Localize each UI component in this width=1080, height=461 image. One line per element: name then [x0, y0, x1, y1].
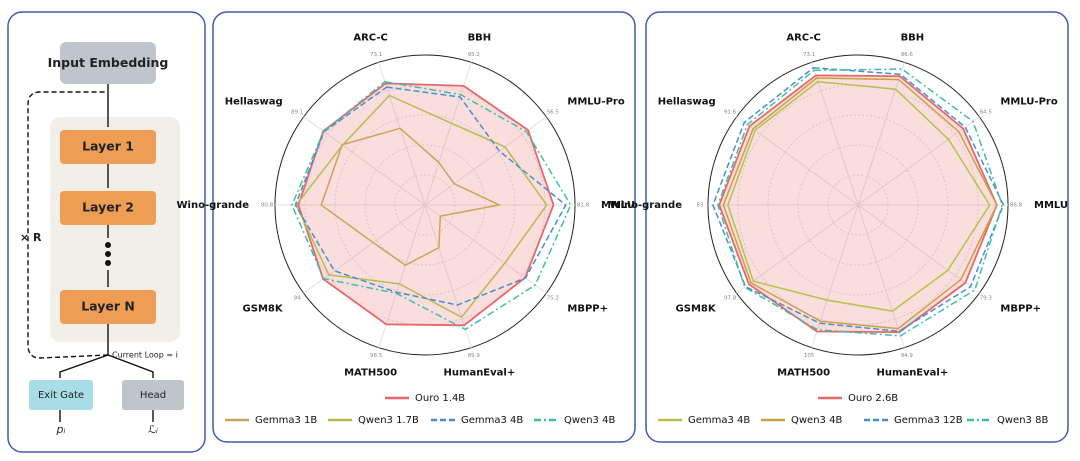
- exit-gate-label: Exit Gate: [38, 390, 84, 401]
- exit-output: pᵢ: [56, 423, 66, 436]
- spoke: [811, 62, 859, 206]
- axis-label: MBPP+: [1000, 303, 1041, 314]
- head-label: Head: [140, 390, 166, 401]
- panel: [212, 11, 636, 443]
- layer-label: Layer 1: [82, 139, 134, 154]
- axis-max-label: 81.8: [577, 203, 590, 209]
- axis-max-label: 105: [804, 353, 815, 359]
- head-output: ℒᵢ: [148, 423, 158, 436]
- legend-label: Gemma3 1B: [255, 415, 317, 426]
- dot: [105, 242, 111, 248]
- spoke: [857, 204, 980, 294]
- axis-max-label: 56.5: [547, 110, 560, 116]
- series-line: [294, 86, 567, 306]
- axis-max-label: 75.2: [547, 295, 559, 301]
- axis-max-label: 97.8: [724, 295, 737, 301]
- legend-label: Gemma3 4B: [461, 415, 523, 426]
- axis-max-label: 98.5: [370, 353, 383, 359]
- axis-label: ARC-C: [353, 33, 388, 44]
- axis-label: MATH500: [344, 367, 397, 378]
- axis-label: Hellaswag: [225, 97, 283, 108]
- dot: [105, 251, 111, 257]
- spoke: [378, 62, 426, 206]
- arrows: [27, 84, 154, 422]
- series-line: [727, 80, 991, 312]
- head-box: [122, 380, 184, 410]
- axis-label: MMLU-Pro: [1000, 97, 1057, 108]
- axis-label: GSM8K: [243, 303, 284, 314]
- axis-label: Wino-grande: [177, 200, 250, 211]
- loop-block: [50, 117, 180, 342]
- axis-label: ARC-C: [786, 33, 821, 44]
- input-label: Input Embedding: [48, 55, 169, 70]
- spoke: [736, 116, 859, 206]
- axis-max-label: 86.8: [1010, 203, 1023, 209]
- series-line: [297, 82, 555, 327]
- axis-max-label: 94.9: [901, 353, 914, 359]
- spoke: [424, 204, 547, 294]
- layer-box: [60, 191, 156, 225]
- dot: [105, 260, 111, 266]
- axis-label: MBPP+: [567, 303, 608, 314]
- axis-label: HumanEval+: [877, 367, 949, 378]
- layer-label: Layer 2: [82, 200, 134, 215]
- legend-label: Ouro 1.4B: [415, 393, 465, 404]
- exit-gate-box: [29, 380, 93, 410]
- legend-label: Qwen3 8B: [997, 415, 1048, 426]
- legend-label: Qwen3 4B: [564, 415, 615, 426]
- axis-label: BBH: [901, 33, 925, 44]
- panel: [645, 11, 1069, 443]
- axis-max-label: 73.1: [803, 52, 815, 58]
- axis-max-label: 96.6: [901, 52, 914, 58]
- axis-label: BBH: [468, 33, 492, 44]
- axis-label: MMLU: [601, 200, 635, 211]
- diagram: Input Embedding Layer 1 Layer 2 Layer N …: [7, 11, 206, 453]
- axis-max-label: 80.8: [261, 203, 274, 209]
- spoke: [857, 62, 905, 206]
- axis-label: GSM8K: [676, 303, 717, 314]
- series-line: [320, 127, 502, 267]
- series-line: [718, 74, 998, 334]
- legend-label: Qwen3 4B: [791, 415, 842, 426]
- axis-label: HumanEval+: [444, 367, 516, 378]
- axis-label: MMLU: [1034, 200, 1068, 211]
- panel: [7, 11, 206, 453]
- series-line: [722, 77, 998, 330]
- layer-label: Layer N: [81, 299, 135, 314]
- series-line: [295, 94, 548, 319]
- axis-max-label: 95.2: [468, 52, 480, 58]
- series-line: [291, 80, 572, 331]
- spoke: [857, 204, 905, 348]
- axis-max-label: 83: [697, 203, 704, 209]
- legend-label: Ouro 2.6B: [848, 393, 898, 404]
- input-box: [60, 42, 156, 84]
- layer-box: [60, 130, 156, 164]
- legend-label: Qwen3 1.7B: [358, 415, 419, 426]
- axis-max-label: 89.1: [291, 110, 303, 116]
- axis-max-label: 91.6: [724, 110, 737, 116]
- axis-label: Wino-grande: [610, 200, 683, 211]
- series-line: [717, 68, 1004, 337]
- layer-box: [60, 290, 156, 324]
- axis-max-label: 73.1: [370, 52, 382, 58]
- repeat-label: × R: [20, 231, 42, 244]
- input-text: Input Embedding: [48, 55, 169, 70]
- loop-label: Current Loop = i: [112, 351, 178, 360]
- axis-label: Hellaswag: [658, 97, 716, 108]
- spoke: [424, 204, 472, 348]
- axis-label: MMLU-Pro: [567, 97, 624, 108]
- axis-max-label: 94: [294, 295, 301, 301]
- axis-max-label: 64.5: [980, 110, 993, 116]
- axis-max-label: 89.9: [468, 353, 481, 359]
- spoke: [736, 204, 859, 294]
- legend-label: Gemma3 4B: [688, 415, 750, 426]
- axis-max-label: 79.3: [980, 295, 993, 301]
- legend-label: Gemma3 12B: [894, 415, 963, 426]
- axis-label: MATH500: [777, 367, 830, 378]
